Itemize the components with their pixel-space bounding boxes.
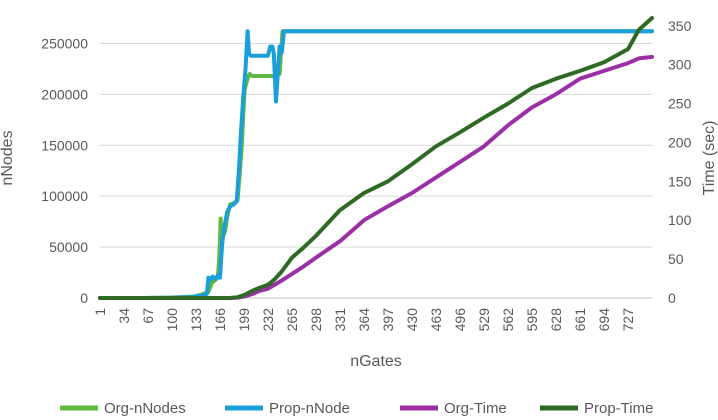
- x-tick-label: 364: [356, 308, 372, 332]
- legend-entry: Org-nNodes: [104, 400, 186, 417]
- x-tick-label: 100: [164, 308, 180, 332]
- x-tick-label: 463: [428, 308, 444, 332]
- y2-tick-label: 300: [668, 57, 692, 73]
- y2-tick-label: 0: [668, 290, 676, 306]
- right-axis-ticks: 0 50 100 150 200 250 300 350: [668, 18, 692, 306]
- y2-tick-label: 200: [668, 134, 692, 150]
- x-tick-label: 727: [620, 308, 636, 332]
- x-tick-label: 265: [284, 308, 300, 332]
- legend-entry: Prop-Time: [584, 400, 653, 417]
- y2-tick-label: 50: [668, 251, 684, 267]
- x-tick-label: 562: [500, 308, 516, 332]
- x-tick-label: 496: [452, 308, 468, 332]
- x-tick-label: 331: [332, 308, 348, 332]
- y-tick-label: 150000: [41, 137, 88, 153]
- series-line-prop-nnode: [98, 29, 654, 300]
- x-tick-label: 34: [116, 308, 132, 324]
- x-tick-label: 298: [308, 308, 324, 332]
- gridlines: [100, 42, 652, 299]
- x-tick-label: 397: [380, 308, 396, 332]
- legend-entry: Org-Time: [444, 400, 507, 417]
- x-tick-label: 166: [212, 308, 228, 332]
- series-lines: [98, 16, 654, 300]
- legend-entry: Prop-nNode: [269, 400, 350, 417]
- x-tick-label: 133: [188, 308, 204, 332]
- y-tick-label: 0: [80, 290, 88, 306]
- x-tick-label: 628: [548, 308, 564, 332]
- y2-tick-label: 150: [668, 173, 692, 189]
- series-line-org-time: [98, 54, 654, 300]
- x-tick-label: 67: [140, 308, 156, 324]
- x-tick-label: 199: [236, 308, 252, 332]
- y2-tick-label: 100: [668, 212, 692, 228]
- y-tick-label: 250000: [41, 35, 88, 51]
- series-line-prop-time: [98, 16, 654, 300]
- legend: Org-nNodes Prop-nNode Org-Time Prop-Time: [60, 400, 653, 417]
- y-tick-label: 50000: [49, 239, 88, 255]
- x-tick-label: 430: [404, 308, 420, 332]
- x-tick-label: 529: [476, 308, 492, 332]
- y-tick-label: 200000: [41, 86, 88, 102]
- y2-tick-label: 250: [668, 96, 692, 112]
- x-axis-title: nGates: [350, 353, 402, 370]
- x-tick-label: 694: [596, 308, 612, 332]
- x-tick-label: 1: [92, 308, 108, 316]
- x-axis-ticks: 1 34 67 100 133 166 199 232 265 298 331 364 397 430 46…: [92, 308, 636, 332]
- y-axis-title: nNodes: [0, 130, 16, 185]
- y-tick-label: 100000: [41, 188, 88, 204]
- x-tick-label: 595: [524, 308, 540, 332]
- y2-tick-label: 350: [668, 18, 692, 34]
- left-axis-ticks: 0 50000 100000 150000 200000 250000: [41, 35, 88, 306]
- y2-axis-title: Time (sec): [701, 121, 718, 196]
- series-line-org-nnodes: [98, 29, 654, 300]
- x-tick-label: 232: [260, 308, 276, 332]
- x-tick-label: 661: [572, 308, 588, 332]
